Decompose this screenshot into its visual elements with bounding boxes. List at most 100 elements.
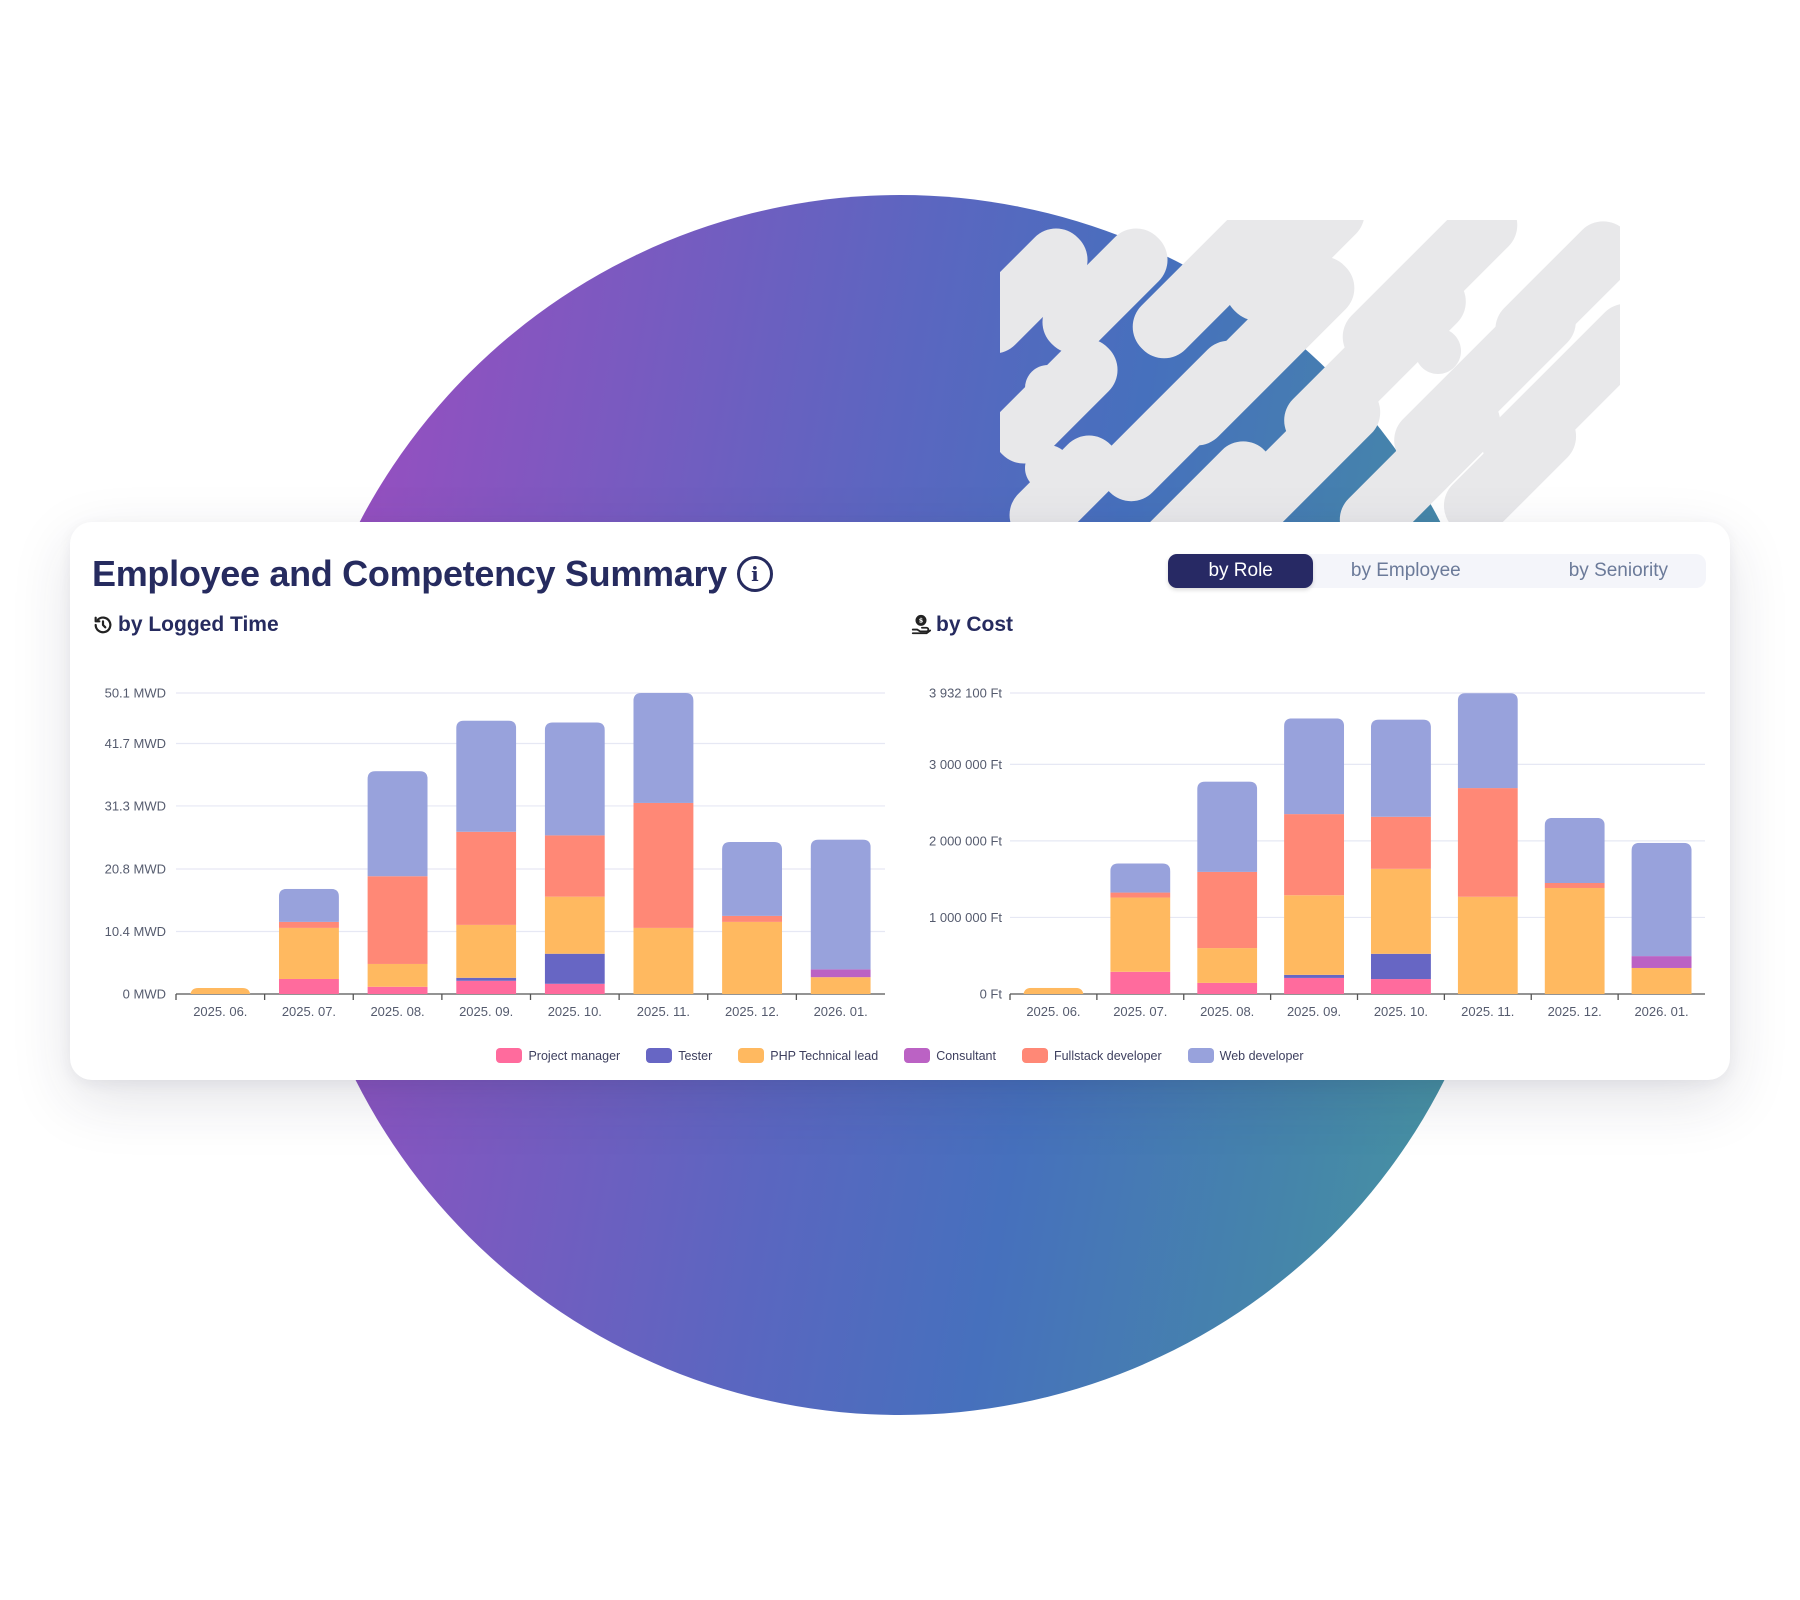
bar-segment[interactable] [1631, 956, 1692, 968]
legend-label: PHP Technical lead [770, 1048, 879, 1063]
info-circle-icon[interactable]: i [736, 556, 773, 592]
legend-item[interactable]: PHP Technical lead [738, 1048, 878, 1063]
bar-segment[interactable] [1110, 863, 1171, 893]
bar-segment[interactable] [1544, 887, 1605, 994]
bar-segment[interactable] [1110, 892, 1171, 898]
bar-2025-09[interactable] [1284, 718, 1345, 994]
bar-2025-09[interactable] [456, 720, 517, 994]
bar-segment[interactable] [722, 921, 783, 994]
bar-segment[interactable] [1544, 883, 1605, 888]
bar-2025-06[interactable] [190, 987, 251, 994]
bar-segment[interactable] [722, 915, 783, 922]
bar-segment[interactable] [544, 896, 605, 954]
bar-segment[interactable] [722, 841, 783, 916]
bar-segment[interactable] [1284, 814, 1345, 896]
bar-segment[interactable] [278, 927, 339, 979]
bar-segment[interactable] [1370, 816, 1431, 869]
bar-segment[interactable] [456, 980, 517, 994]
bar-segment[interactable] [278, 978, 339, 994]
bar-segment[interactable] [456, 924, 517, 978]
bar-segment[interactable] [456, 831, 517, 925]
bar-segment[interactable] [810, 969, 871, 978]
bar-segment[interactable] [1023, 987, 1084, 994]
bar-segment[interactable] [456, 977, 517, 981]
x-tick-label: 2026. 01. [814, 1004, 868, 1019]
bar-2025-06[interactable] [1023, 987, 1084, 994]
bar-segment[interactable] [1284, 895, 1345, 975]
tab-by-employee[interactable]: by Employee [1350, 560, 1461, 581]
bar-segment[interactable] [633, 693, 694, 803]
bar-segment[interactable] [1631, 842, 1692, 957]
bar-segment[interactable] [810, 977, 871, 994]
x-tick-label: 2025. 10. [1374, 1004, 1428, 1019]
bar-segment[interactable] [1631, 967, 1692, 994]
bar-segment[interactable] [278, 921, 339, 928]
bar-segment[interactable] [1370, 719, 1431, 817]
bar-segment[interactable] [1197, 871, 1258, 949]
bar-segment[interactable] [1110, 897, 1171, 972]
bar-segment[interactable] [544, 722, 605, 836]
legend-item[interactable]: Tester [646, 1048, 712, 1063]
bar-segment[interactable] [1284, 718, 1345, 815]
bar-2026-01[interactable] [810, 839, 871, 994]
bar-segment[interactable] [190, 987, 251, 994]
bar-segment[interactable] [544, 835, 605, 897]
bar-2025-11[interactable] [1457, 693, 1518, 994]
legend-item[interactable]: Consultant [904, 1048, 996, 1063]
x-tick-label: 2025. 12. [725, 1004, 779, 1019]
bar-segment[interactable] [810, 839, 871, 970]
bar-segment[interactable] [456, 720, 517, 832]
bar-2025-10[interactable] [1370, 719, 1431, 994]
x-tick-label: 2025. 07. [1113, 1004, 1167, 1019]
y-tick-label: 20.8 MWD [105, 862, 166, 877]
bar-segment[interactable] [367, 771, 428, 877]
logged-time-chart-panel: by Logged Time [92, 610, 912, 640]
bar-2025-11[interactable] [633, 693, 694, 994]
bar-segment[interactable] [633, 927, 694, 994]
logged-time-chart: 0 MWD 10.4 MWD 20.8 MWD 31.3 MWD 41.7 MWD 50.… [105, 686, 885, 1019]
bar-segment[interactable] [1544, 817, 1605, 884]
bar-2025-12[interactable] [1544, 817, 1605, 994]
bar-segment[interactable] [1197, 781, 1258, 872]
bar-segment[interactable] [1370, 953, 1431, 980]
bar-segment[interactable] [278, 888, 339, 922]
bar-2025-07[interactable] [278, 888, 339, 994]
bar-2025-07[interactable] [1110, 863, 1171, 994]
bar-segment[interactable] [367, 963, 428, 987]
bar-segment[interactable] [1457, 896, 1518, 994]
x-tick-label: 2026. 01. [1634, 1004, 1688, 1019]
y-tick-label: 3 932 100 Ft [929, 686, 1002, 701]
bar-segment[interactable] [1110, 971, 1171, 994]
bar-2025-12[interactable] [722, 841, 783, 994]
bar-segment[interactable] [1370, 868, 1431, 954]
logged-time-title: by Logged Time [118, 613, 279, 636]
y-tick-label: 10.4 MWD [105, 924, 166, 939]
bar-segment[interactable] [544, 983, 605, 994]
bar-segment[interactable] [633, 802, 694, 928]
tab-by-role[interactable]: by Role [1168, 554, 1313, 588]
legend-label: Tester [678, 1048, 713, 1063]
legend-item[interactable]: Fullstack developer [1021, 1048, 1162, 1063]
bar-segment[interactable] [1197, 948, 1258, 983]
bar-segment[interactable] [1370, 979, 1431, 994]
cost-chart: 0 Ft 1 000 000 Ft 2 000 000 Ft 3 000 000 Ft… [929, 686, 1705, 1019]
bar-segment[interactable] [1284, 977, 1345, 994]
bar-segment[interactable] [367, 876, 428, 964]
page-title: Employee and Competency Summary [92, 553, 727, 594]
logged-time-subtitle: by Logged Time [92, 610, 912, 640]
bar-segment[interactable] [1197, 982, 1258, 994]
x-tick-label: 2025. 11. [1461, 1004, 1514, 1019]
tab-by-seniority[interactable]: by Seniority [1568, 560, 1668, 581]
bar-segment[interactable] [1284, 974, 1345, 978]
legend-swatch [1187, 1048, 1214, 1063]
legend-item[interactable]: Project manager [496, 1048, 620, 1063]
bar-segment[interactable] [367, 986, 428, 994]
bar-segment[interactable] [544, 953, 605, 984]
bar-2026-01[interactable] [1631, 842, 1692, 994]
bar-segment[interactable] [1457, 788, 1518, 897]
bar-segment[interactable] [1457, 693, 1518, 789]
bar-2025-10[interactable] [544, 722, 605, 994]
bar-2025-08[interactable] [367, 771, 428, 994]
bar-2025-08[interactable] [1197, 781, 1258, 994]
legend-item[interactable]: Web developer [1187, 1048, 1304, 1063]
